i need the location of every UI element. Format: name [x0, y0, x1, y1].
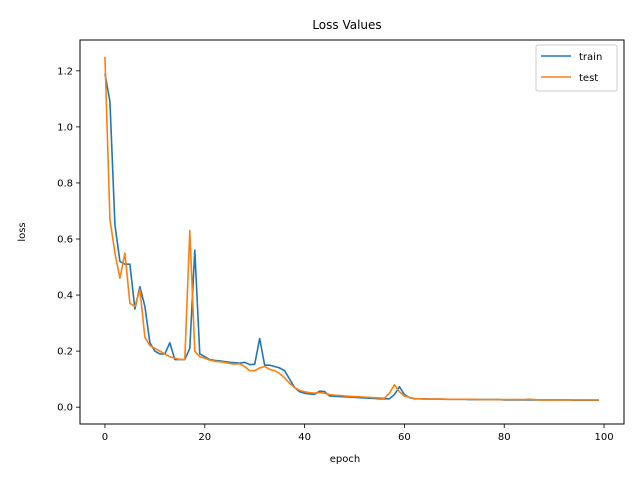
x-axis-ticks: 0 20 40 60 80 100	[102, 424, 614, 443]
x-axis-label: epoch	[330, 454, 360, 465]
y-tick-label: 0.0	[57, 403, 73, 414]
legend-label-test: test	[579, 73, 598, 84]
y-tick-label: 0.6	[57, 235, 73, 246]
x-tick-label: 100	[594, 432, 613, 443]
y-tick-label: 0.4	[57, 291, 73, 302]
chart-title: Loss Values	[312, 18, 381, 32]
x-tick-label: 40	[298, 432, 311, 443]
x-tick-label: 20	[198, 432, 211, 443]
legend: train test	[535, 44, 618, 92]
x-tick-label: 60	[398, 432, 411, 443]
x-tick-label: 0	[102, 432, 108, 443]
y-tick-label: 1.2	[57, 66, 73, 77]
series-line-test	[104, 56, 600, 401]
legend-label-train: train	[579, 52, 602, 63]
x-tick-label: 80	[498, 432, 511, 443]
y-tick-label: 0.8	[57, 178, 73, 189]
series-lines	[104, 56, 600, 401]
plot-frame	[79, 39, 625, 425]
y-axis-ticks: 0.0 0.2 0.4 0.6 0.8 1.0 1.2	[57, 66, 80, 414]
legend-box	[535, 44, 618, 92]
y-tick-label: 0.2	[57, 347, 73, 358]
y-tick-label: 1.0	[57, 122, 73, 133]
y-axis-label: loss	[17, 222, 28, 241]
